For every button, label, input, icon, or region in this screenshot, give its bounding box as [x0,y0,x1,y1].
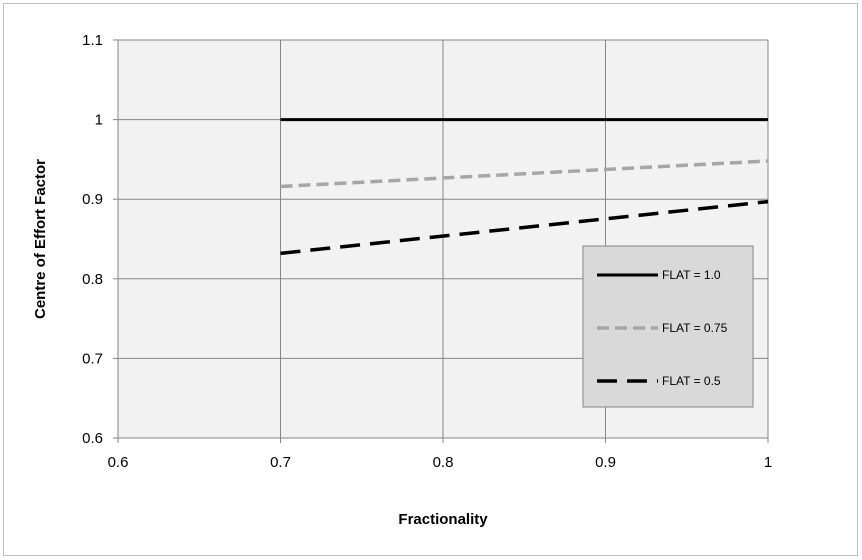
x-tick-label: 0.9 [595,454,616,471]
y-tick-label: 1 [95,112,103,129]
series-line-3 [280,199,769,256]
x-tick-label: 1 [764,454,772,471]
y-tick-label: 0.9 [82,191,103,208]
y-tick-label: 0.6 [82,430,103,447]
series-lines [280,118,769,256]
legend-label: FLAT = 0.5 [662,374,721,388]
legend-label: FLAT = 1.0 [662,268,721,282]
legend-label: FLAT = 0.75 [662,321,728,335]
y-tick-label: 0.7 [82,350,103,367]
y-tick-label: 0.8 [82,271,103,288]
series-line-2 [280,159,769,189]
x-axis-title: Fractionality [398,511,488,528]
y-tick-label: 1.1 [82,32,103,49]
y-axis-title: Centre of Effort Factor [32,159,49,319]
tick-labels: 0.6 0.7 0.8 0.9 1 0.6 0.7 0.8 0.9 1 1.1 [82,32,772,471]
x-tick-label: 0.8 [433,454,454,471]
legend: FLAT = 1.0 FLAT = 0.75 FLAT = 0.5 [582,245,754,408]
x-tick-label: 0.7 [270,454,291,471]
x-tick-label: 0.6 [108,454,129,471]
axes [113,39,769,443]
